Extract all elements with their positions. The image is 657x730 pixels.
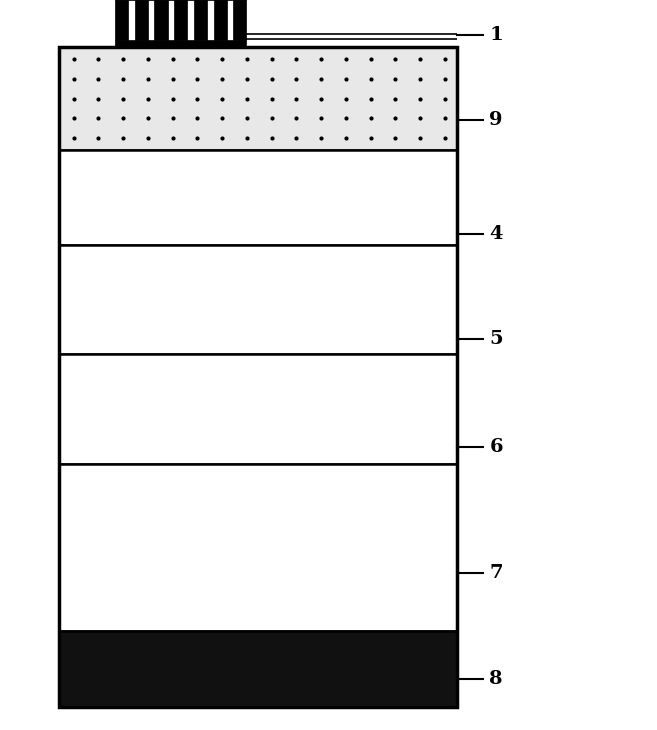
- Bar: [59, 354, 457, 464]
- Bar: [59, 245, 457, 354]
- Text: 5: 5: [489, 331, 503, 348]
- Bar: [59, 631, 457, 707]
- Bar: [135, 0, 148, 40]
- Bar: [233, 0, 246, 40]
- Bar: [174, 0, 187, 40]
- Bar: [59, 150, 457, 245]
- Bar: [115, 40, 246, 47]
- Bar: [59, 47, 457, 707]
- Text: 9: 9: [489, 112, 503, 129]
- Bar: [214, 0, 227, 40]
- Bar: [59, 464, 457, 631]
- Text: 7: 7: [489, 564, 503, 582]
- Bar: [194, 0, 207, 40]
- Text: 8: 8: [489, 670, 503, 688]
- Text: 6: 6: [489, 439, 503, 456]
- Bar: [59, 47, 457, 150]
- Bar: [115, 0, 128, 40]
- Text: 4: 4: [489, 225, 503, 242]
- Bar: [154, 0, 168, 40]
- Text: 1: 1: [489, 26, 503, 44]
